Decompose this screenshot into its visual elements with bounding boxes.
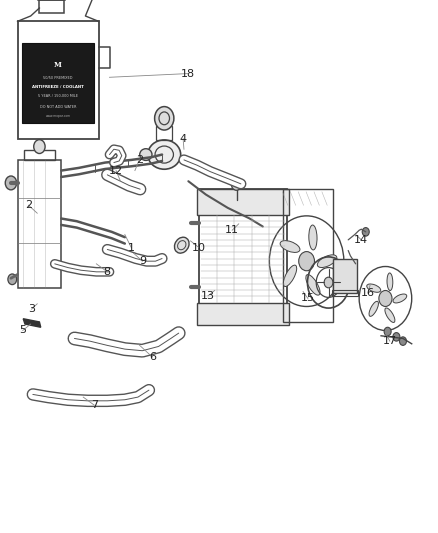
Circle shape	[393, 333, 400, 341]
Text: 14: 14	[354, 235, 368, 245]
Bar	[283, 189, 333, 322]
Ellipse shape	[385, 308, 395, 322]
Circle shape	[399, 337, 406, 345]
Bar	[197, 303, 289, 325]
Bar	[22, 43, 94, 123]
Circle shape	[8, 274, 17, 285]
Circle shape	[324, 277, 333, 288]
Text: 8: 8	[104, 267, 111, 277]
Ellipse shape	[280, 240, 300, 253]
Text: DO NOT ADD WATER: DO NOT ADD WATER	[40, 104, 76, 109]
Text: 5: 5	[19, 326, 26, 335]
Text: 6: 6	[149, 352, 156, 362]
Text: 1: 1	[128, 243, 135, 253]
Ellipse shape	[318, 255, 337, 268]
Text: M: M	[54, 61, 62, 69]
Ellipse shape	[393, 294, 407, 303]
Text: 15: 15	[301, 294, 315, 303]
Text: 2: 2	[136, 155, 143, 165]
Bar	[18, 160, 61, 288]
Circle shape	[34, 140, 45, 154]
Text: 2: 2	[25, 200, 32, 210]
Bar	[199, 189, 287, 325]
Text: ANTIFREEZE / COOLANT: ANTIFREEZE / COOLANT	[32, 85, 84, 88]
Ellipse shape	[283, 265, 297, 287]
Circle shape	[379, 290, 392, 306]
Bar	[332, 290, 358, 296]
Text: 18: 18	[181, 69, 195, 78]
Ellipse shape	[387, 273, 393, 290]
Text: 16: 16	[361, 288, 375, 298]
Circle shape	[384, 327, 391, 336]
Text: www.mopar.com: www.mopar.com	[46, 114, 71, 118]
Bar	[156, 126, 172, 140]
Ellipse shape	[369, 301, 378, 317]
Bar	[197, 189, 289, 215]
Ellipse shape	[148, 140, 180, 169]
Text: 4: 4	[180, 134, 187, 143]
Ellipse shape	[367, 284, 381, 292]
Text: 3: 3	[28, 304, 35, 314]
Bar	[39, 0, 64, 13]
Text: 10: 10	[192, 243, 206, 253]
Circle shape	[299, 252, 314, 271]
Polygon shape	[23, 319, 41, 327]
Text: 17: 17	[383, 336, 397, 346]
Text: 11: 11	[225, 225, 239, 235]
Text: 5 YEAR / 150,000 MILE: 5 YEAR / 150,000 MILE	[38, 94, 78, 98]
Circle shape	[231, 177, 242, 190]
Circle shape	[5, 176, 17, 190]
Bar	[24, 150, 55, 160]
Circle shape	[362, 228, 369, 236]
Ellipse shape	[140, 149, 152, 160]
Bar	[18, 21, 99, 139]
Text: 7: 7	[91, 400, 98, 410]
Bar	[333, 259, 357, 293]
Ellipse shape	[174, 237, 189, 253]
Ellipse shape	[309, 225, 317, 250]
Text: 13: 13	[201, 291, 215, 301]
Circle shape	[155, 107, 174, 130]
Text: 9: 9	[139, 256, 146, 266]
Ellipse shape	[306, 274, 320, 295]
Text: 50/50 PREMIXED: 50/50 PREMIXED	[43, 76, 73, 80]
Text: 12: 12	[109, 166, 123, 175]
